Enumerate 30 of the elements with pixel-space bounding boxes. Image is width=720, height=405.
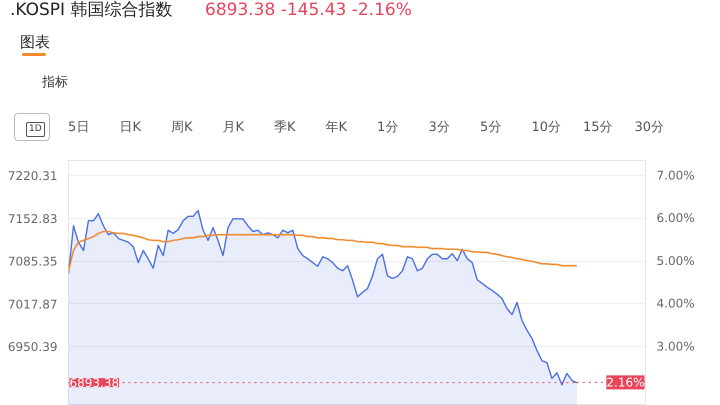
ref-line-label: 2.16% [606, 375, 645, 390]
text: 日K [120, 119, 142, 137]
y2-tick-label: 7.00% [656, 168, 695, 182]
y-tick-label: 7085.35 [8, 254, 58, 269]
text: 15分 [583, 119, 613, 137]
text: 季K [274, 119, 296, 137]
y2-tick-label: 6.00% [656, 211, 695, 226]
text: 1分 [377, 119, 398, 137]
y-tick-label: 7152.83 [8, 212, 58, 226]
ref-line-label: 6893.38 [70, 376, 120, 390]
text: 5分 [480, 119, 502, 137]
y-tick-label: 7017.87 [8, 297, 58, 312]
text: 月K [222, 119, 244, 137]
text: 年K [326, 119, 348, 137]
y2-tick-label: 5.00% [656, 254, 695, 268]
text: 1D [26, 122, 45, 137]
y-tick-label: 7220.31 [8, 169, 58, 184]
y-tick-label: 6950.39 [8, 340, 58, 354]
text: 3分 [428, 119, 450, 137]
y2-tick-label: 4.00% [656, 296, 695, 311]
chart-title: .KOSPI 韩国综合指数 [10, 0, 172, 22]
line-series [68, 230, 578, 272]
text: 图表 [20, 32, 50, 53]
y2-tick-label: 3.00% [656, 339, 695, 354]
chart-subtitle: 6893.38 -145.43 -2.16% [205, 0, 412, 22]
text: 10分 [532, 119, 562, 137]
text: 指标 [42, 74, 68, 92]
text: 5日 [68, 119, 90, 137]
text: 30分 [634, 119, 664, 137]
text: 周K [171, 119, 193, 137]
